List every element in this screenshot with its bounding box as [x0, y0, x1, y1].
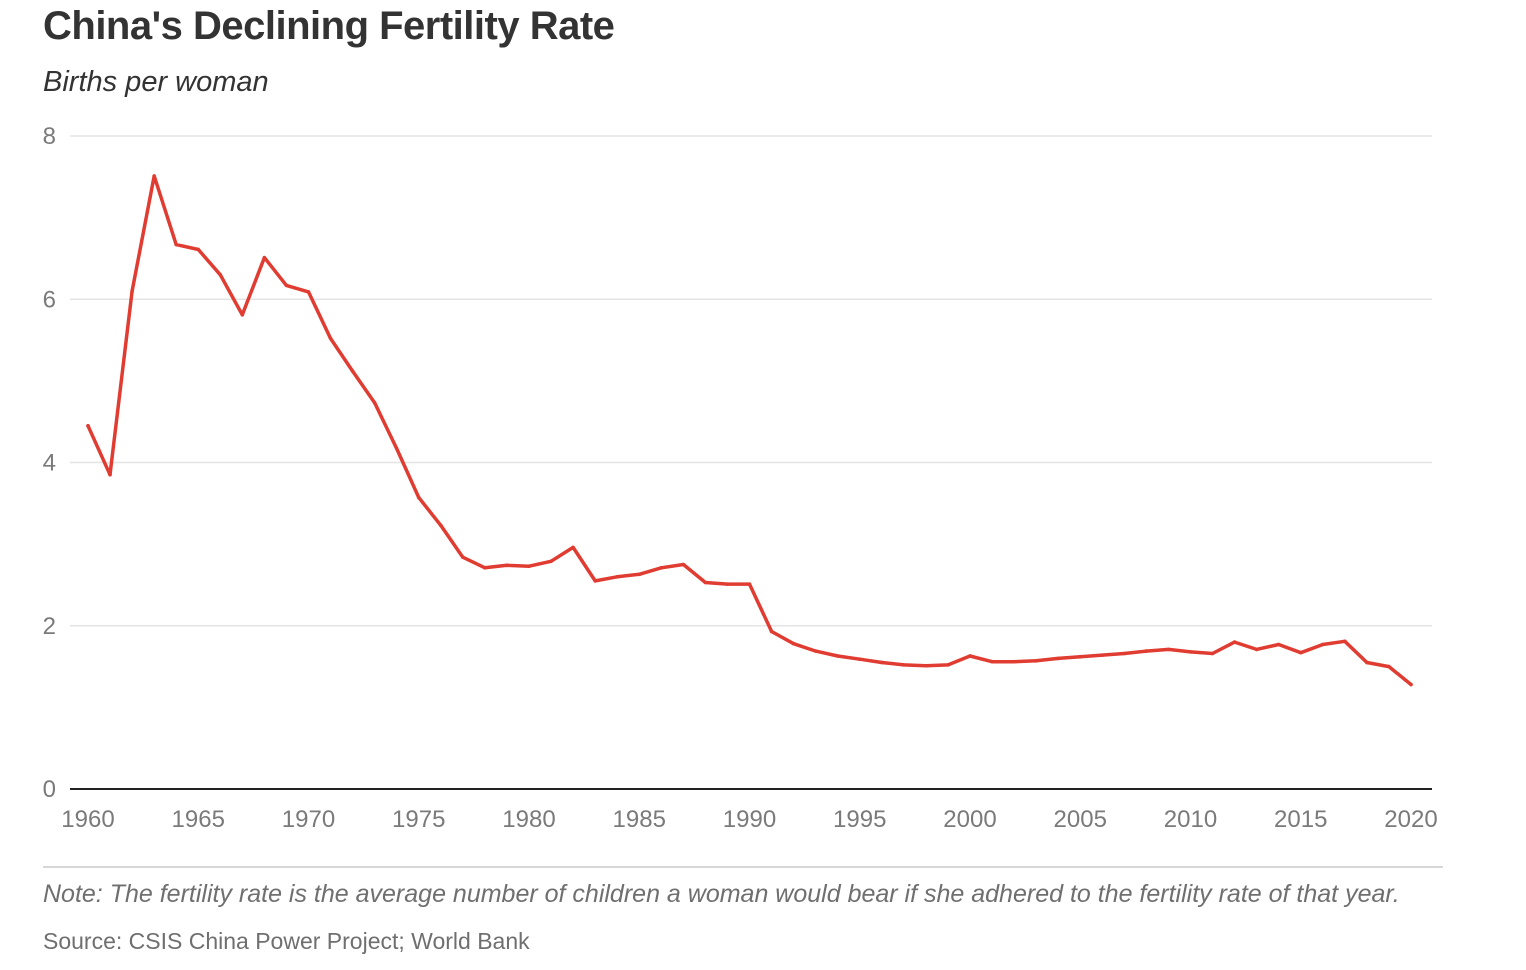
data-point	[1365, 660, 1369, 665]
data-point	[1298, 650, 1303, 655]
data-point	[593, 579, 597, 583]
data-point	[1409, 682, 1413, 687]
data-point	[637, 572, 642, 577]
data-point	[372, 401, 377, 405]
data-point	[1100, 653, 1105, 657]
data-point	[218, 272, 223, 277]
chart-title: China's Declining Fertility Rate	[43, 4, 615, 48]
data-point	[196, 247, 201, 252]
x-tick-label: 1990	[723, 806, 776, 833]
data-point	[1210, 651, 1215, 656]
data-point	[681, 562, 686, 567]
y-tick-label: 6	[43, 286, 56, 313]
data-point	[1056, 656, 1060, 661]
data-point	[747, 582, 752, 586]
data-point	[1387, 664, 1391, 669]
data-point	[240, 312, 245, 317]
data-point	[725, 582, 730, 586]
x-axis-ticks: 1960 1965 1970 1975 1980 1985 1990 1995 2000 2005…	[61, 806, 1437, 833]
x-tick-label: 1995	[833, 806, 886, 833]
chart-subtitle: Births per woman	[43, 66, 269, 98]
chart-note: Note: The fertility rate is the average …	[43, 880, 1400, 908]
data-point	[350, 369, 355, 373]
data-point	[857, 657, 862, 662]
data-point	[549, 559, 553, 564]
data-point	[571, 545, 575, 550]
data-point	[483, 565, 487, 570]
data-point	[394, 446, 399, 451]
data-point	[659, 565, 664, 570]
fertility-rate-line	[86, 174, 1413, 687]
y-tick-label: 8	[43, 123, 56, 150]
x-tick-label: 1975	[392, 806, 445, 833]
data-point	[306, 290, 311, 294]
x-tick-label: 2010	[1164, 806, 1217, 833]
data-point	[1232, 640, 1237, 644]
data-point	[108, 472, 112, 477]
gridlines	[70, 135, 1432, 627]
data-point	[703, 580, 708, 585]
y-axis-ticks: 0 2 4 6 8	[43, 123, 56, 803]
data-point	[1254, 647, 1259, 652]
data-point	[835, 654, 840, 658]
data-point	[813, 649, 818, 653]
data-point	[505, 563, 509, 568]
x-tick-label: 2005	[1054, 806, 1107, 833]
data-point	[1166, 647, 1171, 652]
x-tick-label: 2015	[1274, 806, 1327, 833]
x-tick-label: 2020	[1384, 806, 1437, 833]
data-points	[86, 174, 1413, 687]
x-tick-label: 1970	[282, 806, 335, 833]
data-point	[527, 564, 531, 568]
data-point	[152, 174, 156, 178]
data-point	[968, 654, 972, 658]
y-tick-label: 2	[43, 613, 56, 640]
data-point	[1276, 642, 1281, 647]
data-point	[1012, 659, 1016, 664]
data-point	[880, 660, 884, 665]
x-tick-label: 1960	[61, 806, 114, 833]
data-point	[1321, 642, 1325, 647]
data-point	[791, 641, 796, 646]
data-point	[924, 663, 928, 668]
data-point	[615, 574, 619, 579]
line-chart: 0 2 4 6 8 1960 1965 1970 1975 1980 1985 1990 1995 20…	[43, 123, 1438, 833]
data-point	[1144, 649, 1149, 653]
x-tick-label: 1965	[172, 806, 225, 833]
data-point	[946, 663, 950, 667]
data-point	[284, 283, 289, 288]
x-tick-label: 1980	[502, 806, 555, 833]
data-point	[262, 255, 267, 260]
y-tick-label: 0	[43, 776, 56, 803]
data-point	[902, 663, 906, 667]
x-tick-label: 1985	[613, 806, 666, 833]
data-point	[1078, 654, 1083, 659]
data-point	[1034, 659, 1038, 663]
data-point	[1343, 639, 1347, 644]
data-point	[990, 659, 994, 664]
data-point	[1122, 651, 1127, 656]
data-point	[769, 629, 774, 634]
y-tick-label: 4	[43, 450, 56, 477]
chart-source: Source: CSIS China Power Project; World …	[43, 928, 530, 954]
data-point	[416, 495, 421, 500]
footer-divider	[43, 866, 1443, 868]
data-point	[328, 336, 333, 341]
data-point	[130, 289, 134, 293]
data-point	[86, 423, 90, 428]
data-point	[174, 242, 178, 247]
data-point	[1188, 650, 1193, 654]
x-tick-label: 2000	[943, 806, 996, 833]
data-point	[461, 555, 465, 559]
data-point	[439, 523, 443, 528]
